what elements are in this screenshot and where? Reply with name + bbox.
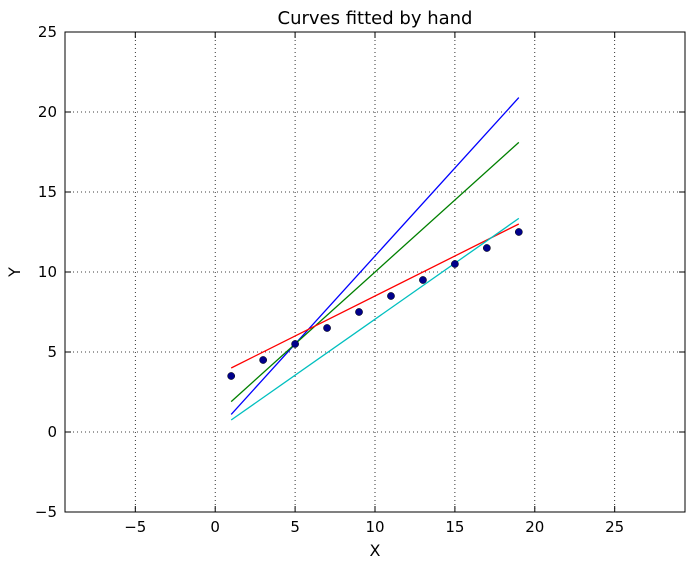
y-tick-label: 0 (47, 423, 57, 441)
x-tick-label: 25 (605, 518, 624, 536)
chart-title: Curves fitted by hand (278, 8, 473, 29)
series-line-2 (230, 141, 520, 403)
series-line-3 (230, 223, 520, 369)
y-tick-label: 5 (47, 343, 57, 361)
x-tick-label: 0 (210, 518, 220, 536)
y-axis-label: Y (5, 267, 24, 278)
y-tick-label: 10 (38, 263, 57, 281)
x-tick-label: 15 (445, 518, 464, 536)
x-tick-label: 20 (525, 518, 544, 536)
scatter-point (419, 276, 427, 284)
scatter-point (451, 260, 459, 268)
y-tick-label: 15 (38, 183, 57, 201)
ticks (65, 31, 685, 513)
x-tick-label: 5 (290, 518, 300, 536)
scatter-point (514, 228, 523, 236)
y-tick-label: 25 (38, 23, 57, 41)
x-tick-label: −5 (124, 518, 146, 536)
scatter-point (227, 372, 236, 380)
scatter-points (227, 228, 523, 380)
grid (65, 32, 685, 512)
series-line-1 (230, 97, 520, 415)
scatter-point (323, 324, 331, 332)
y-tick-label: 20 (38, 103, 57, 121)
x-tick-label: 10 (365, 518, 384, 536)
y-tick-label: −5 (35, 503, 57, 521)
series-line-4 (230, 217, 520, 421)
scatter-point (259, 356, 267, 364)
x-tick-labels: −5 0 5 10 15 20 25 (124, 518, 624, 536)
x-axis-label: X (370, 541, 381, 560)
scatter-point (483, 244, 491, 252)
scatter-point (291, 340, 299, 348)
scatter-point (387, 292, 395, 300)
scatter-point (355, 308, 363, 316)
series-layer (230, 97, 520, 421)
y-tick-labels: −5 0 5 10 15 20 25 (35, 23, 57, 521)
